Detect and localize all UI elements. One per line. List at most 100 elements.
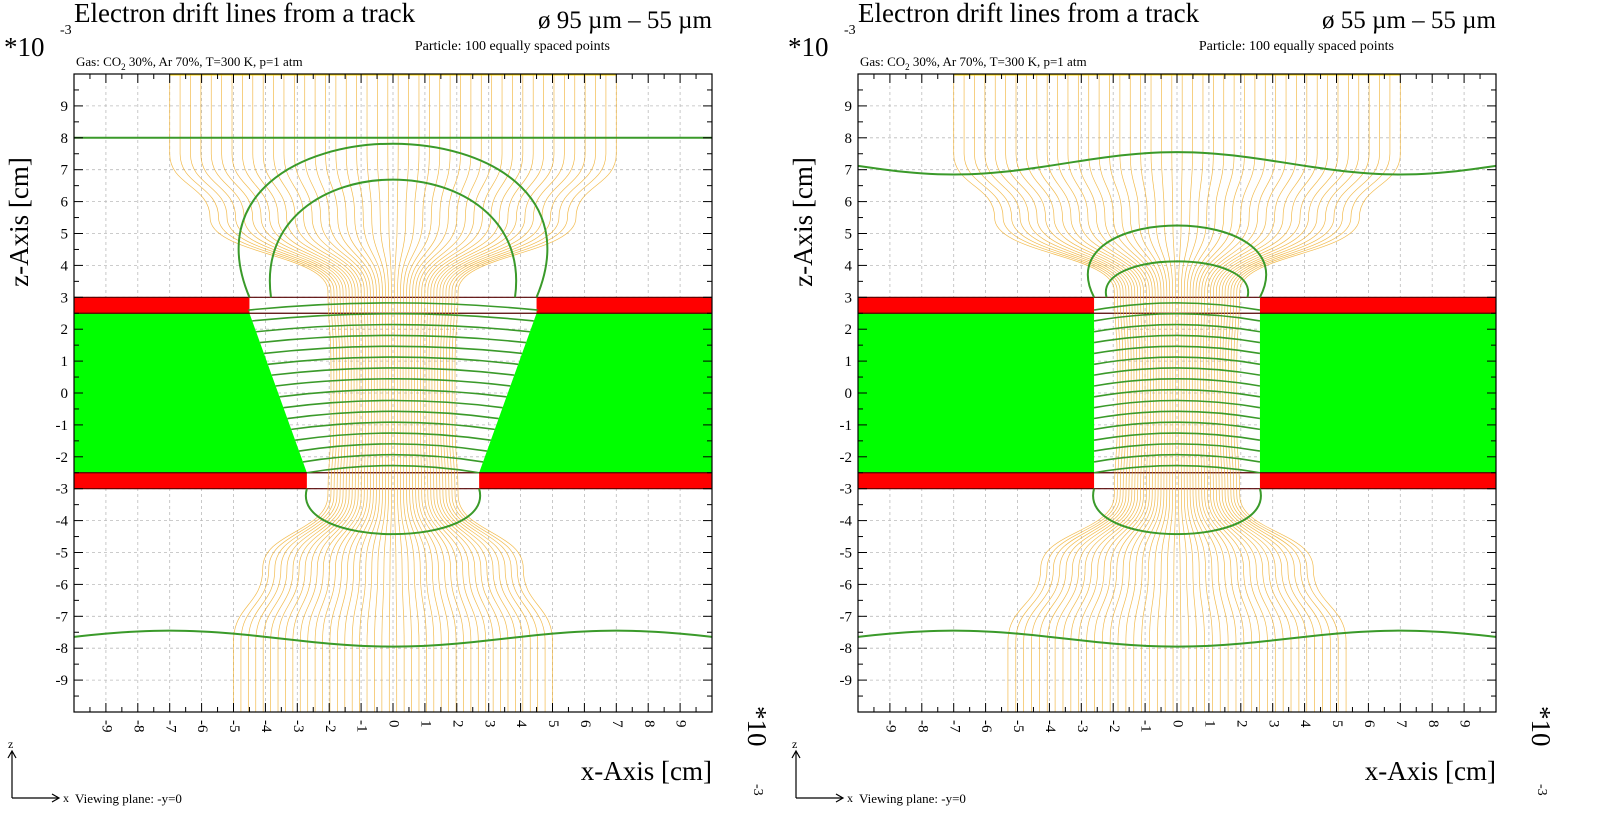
x-tick-label: 2	[1233, 720, 1249, 728]
x-tick-label: 4	[1297, 720, 1313, 728]
gas-info: Gas: CO2 30%, Ar 70%, T=300 K, p=1 atm	[860, 54, 1087, 72]
isochrone-arc	[279, 388, 507, 398]
y-tick-label: 5	[61, 227, 69, 243]
drift-line	[293, 74, 366, 712]
y-tick-label: -8	[840, 641, 853, 657]
isochrone-arc	[1093, 302, 1261, 311]
drift-line	[451, 74, 607, 712]
particle-note: Particle: 100 equally spaced points	[1199, 39, 1394, 54]
y-tick-label: -3	[56, 482, 69, 498]
x-tick-label: 5	[545, 720, 561, 728]
drift-line	[1140, 74, 1168, 712]
x-tick-label: -4	[258, 720, 274, 733]
x-tick-label: -2	[1106, 720, 1122, 733]
drift-line	[1150, 74, 1171, 712]
gas-prefix: Gas: CO	[860, 54, 905, 69]
x-tick-label: -1	[354, 720, 370, 733]
isochrone-arc	[283, 399, 503, 409]
drift-line	[1189, 74, 1225, 712]
isochrone-arc	[1093, 464, 1261, 474]
isochrone-arc	[1093, 410, 1261, 420]
axis-x-letter: x	[63, 791, 69, 805]
viewing-plane: Viewing plane: -y=0	[75, 791, 182, 806]
isochrone-arc	[1093, 443, 1261, 452]
x-tick-label: 0	[1170, 720, 1186, 728]
x-exponent-base: *10	[742, 706, 772, 747]
y-axis-label: z-Axis [cm]	[4, 157, 34, 287]
drift-line	[1216, 74, 1328, 712]
drift-line	[387, 74, 392, 712]
gas-prefix: Gas: CO	[76, 54, 121, 69]
x-exponent-base: *10	[1526, 706, 1556, 747]
drift-line	[1233, 74, 1391, 712]
axis-x-arrow	[51, 793, 61, 803]
drift-line	[431, 74, 534, 712]
x-tick-label: -7	[946, 720, 962, 733]
drift-line	[210, 74, 343, 712]
y-tick-label: 3	[61, 290, 69, 306]
isochrone-arc	[1093, 388, 1261, 398]
y-tick-label: 1	[845, 354, 853, 370]
drift-line	[405, 74, 441, 712]
drift-line	[1109, 74, 1160, 712]
isochrone-arc	[248, 302, 538, 311]
drift-line	[1186, 74, 1214, 712]
gas-subscript: 2	[905, 62, 910, 72]
isochrone-arc	[1093, 432, 1261, 442]
isochrone-arc	[1093, 334, 1261, 344]
x-tick-label: -2	[322, 720, 338, 733]
drift-line	[414, 74, 472, 712]
drift-line	[1236, 74, 1401, 712]
drift-line	[402, 74, 430, 712]
x-tick-label: 5	[1329, 720, 1345, 728]
isochrone-arc	[1093, 323, 1261, 333]
isochrones	[858, 151, 1496, 648]
y-tick-label: -6	[56, 577, 69, 593]
y-exponent: -3	[60, 23, 72, 38]
geometry-label: ø 95 µm – 55 µm	[538, 7, 713, 34]
y-exponent-base: *10	[788, 32, 829, 62]
drift-line	[953, 74, 1118, 712]
y-tick-label: 0	[845, 386, 853, 402]
isochrone-dome	[1105, 260, 1249, 298]
drift-line	[1194, 74, 1245, 712]
ticks	[857, 73, 1497, 713]
isochrone-bottom	[304, 488, 482, 536]
electrode-top-left	[74, 297, 250, 314]
x-tick-label: -7	[162, 720, 178, 733]
isochrone-arc	[291, 421, 495, 431]
drift-line	[1005, 74, 1132, 712]
y-tick-label: -2	[840, 450, 853, 466]
x-tick-label: 2	[449, 720, 465, 728]
isochrone-arc	[298, 443, 488, 452]
electrode-bottom-right	[1259, 472, 1496, 489]
drift-line	[1219, 74, 1339, 712]
y-exponent: -3	[844, 23, 856, 38]
y-tick-label: -4	[840, 514, 853, 530]
drift-line	[356, 74, 384, 712]
x-tick-label: 7	[1393, 720, 1409, 728]
particle-note: Particle: 100 equally spaced points	[415, 39, 610, 54]
drift-lines	[953, 74, 1401, 712]
plot-area	[858, 74, 1496, 712]
drift-line	[454, 74, 617, 712]
electrode-top-left	[858, 297, 1095, 314]
x-tick-label: -5	[226, 720, 242, 733]
drift-line	[994, 74, 1129, 712]
x-tick-label: 9	[1457, 720, 1473, 728]
axes-indicator	[791, 749, 845, 803]
x-tick-label: 9	[673, 720, 689, 728]
chart-title: Electron drift lines from a track	[858, 0, 1200, 28]
drift-line	[1119, 74, 1163, 712]
drift-line	[200, 74, 340, 712]
electrode-bottom-left	[74, 472, 307, 489]
drift-line	[1228, 74, 1370, 712]
drift-line	[1200, 74, 1266, 712]
isochrone-arc	[1093, 399, 1261, 409]
drift-line	[448, 74, 596, 712]
gas-suffix: 30%, Ar 70%, T=300 K, p=1 atm	[910, 54, 1087, 69]
dielectric-left	[74, 313, 307, 473]
drift-line	[345, 74, 381, 712]
y-tick-label: 8	[845, 131, 853, 147]
